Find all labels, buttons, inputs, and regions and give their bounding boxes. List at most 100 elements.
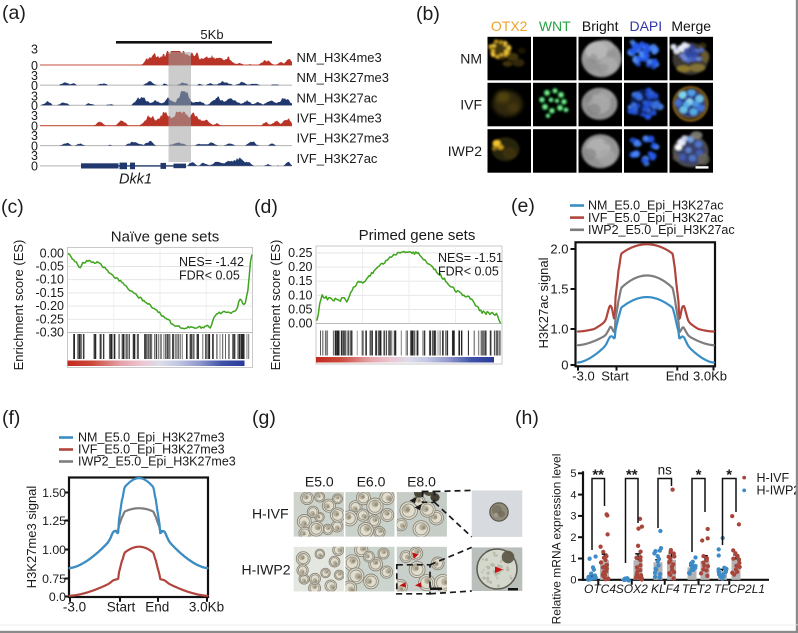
svg-text:-0.05: -0.05 xyxy=(36,260,65,274)
svg-text:-0.30: -0.30 xyxy=(36,326,65,340)
svg-text:SOX2: SOX2 xyxy=(616,582,648,596)
svg-text:**: ** xyxy=(626,467,638,484)
svg-text:NM_E5.0_Epi_H3K27ac: NM_E5.0_Epi_H3K27ac xyxy=(588,199,724,213)
svg-text:End: End xyxy=(666,369,689,384)
svg-text:0.10: 0.10 xyxy=(288,288,312,302)
svg-text:Start: Start xyxy=(107,600,136,615)
svg-text:NES= -1.51: NES= -1.51 xyxy=(438,251,503,265)
svg-text:0: 0 xyxy=(570,575,576,587)
svg-text:0: 0 xyxy=(31,59,38,73)
svg-text:0.15: 0.15 xyxy=(288,274,312,288)
svg-text:Start: Start xyxy=(601,369,629,384)
svg-text:NM_H3K4me3: NM_H3K4me3 xyxy=(297,50,382,65)
svg-text:3: 3 xyxy=(31,129,38,143)
svg-text:TFCP2L1: TFCP2L1 xyxy=(714,582,765,596)
svg-text:-3.0: -3.0 xyxy=(63,600,86,615)
svg-text:1.0: 1.0 xyxy=(550,322,568,337)
svg-text:H-IWP2: H-IWP2 xyxy=(242,562,291,578)
svg-text:*: * xyxy=(726,467,732,484)
svg-text:(d): (d) xyxy=(254,196,278,218)
svg-text:ns: ns xyxy=(658,463,673,478)
svg-text:(a): (a) xyxy=(2,2,26,24)
svg-text:-0.15: -0.15 xyxy=(36,286,65,300)
svg-text:End: End xyxy=(145,600,169,615)
svg-text:(b): (b) xyxy=(416,3,440,25)
svg-text:Merge: Merge xyxy=(671,18,711,34)
svg-text:1.5: 1.5 xyxy=(550,282,568,297)
svg-text:IVF_H3K27ac: IVF_H3K27ac xyxy=(297,151,378,166)
svg-text:4: 4 xyxy=(570,489,576,501)
svg-text:WNT: WNT xyxy=(539,18,571,34)
svg-text:3: 3 xyxy=(31,69,38,83)
svg-text:1: 1 xyxy=(570,553,576,565)
svg-text:(e): (e) xyxy=(511,195,535,217)
svg-text:Relative mRNA expression level: Relative mRNA expression level xyxy=(550,454,564,625)
svg-text:3.0Kb: 3.0Kb xyxy=(189,600,224,615)
svg-text:IVF_E5.0_Epi_H3K27ac: IVF_E5.0_Epi_H3K27ac xyxy=(588,211,724,225)
svg-text:FDR< 0.05: FDR< 0.05 xyxy=(438,265,499,279)
svg-text:(h): (h) xyxy=(515,407,539,429)
svg-text:0.05: 0.05 xyxy=(288,302,312,316)
svg-text:E5.0: E5.0 xyxy=(305,474,334,490)
svg-text:FDR< 0.05: FDR< 0.05 xyxy=(179,269,240,283)
svg-text:3: 3 xyxy=(31,42,38,56)
svg-text:Primed gene sets: Primed gene sets xyxy=(359,227,476,244)
svg-text:2.0: 2.0 xyxy=(550,242,568,257)
svg-text:IWP2: IWP2 xyxy=(448,143,482,159)
svg-text:1.25: 1.25 xyxy=(42,514,66,528)
svg-text:0: 0 xyxy=(561,358,568,373)
svg-text:5Kb: 5Kb xyxy=(200,27,223,42)
svg-text:TET2: TET2 xyxy=(682,582,712,596)
svg-text:0: 0 xyxy=(31,160,38,174)
svg-text:5: 5 xyxy=(570,468,576,480)
svg-text:0: 0 xyxy=(31,139,38,153)
svg-text:Enrichment score (ES): Enrichment score (ES) xyxy=(11,240,26,371)
svg-text:-0.25: -0.25 xyxy=(36,312,65,326)
svg-text:1.00: 1.00 xyxy=(42,543,66,557)
svg-text:-3.0: -3.0 xyxy=(572,369,594,384)
svg-text:IVF_E5.0_Epi_H3K27me3: IVF_E5.0_Epi_H3K27me3 xyxy=(78,443,225,457)
svg-text:NM: NM xyxy=(460,51,482,67)
svg-text:H3K27ac signal: H3K27ac signal xyxy=(536,257,551,348)
svg-text:NM_H3K27ac: NM_H3K27ac xyxy=(297,90,378,105)
svg-text:0.75: 0.75 xyxy=(42,572,66,586)
svg-text:Bright: Bright xyxy=(582,18,619,34)
svg-text:H-IVF: H-IVF xyxy=(252,506,289,522)
svg-text:IVF: IVF xyxy=(460,97,482,113)
svg-text:Dkk1: Dkk1 xyxy=(119,172,152,188)
svg-text:IVF_H3K27me3: IVF_H3K27me3 xyxy=(297,131,390,146)
svg-text:H-IVF: H-IVF xyxy=(757,471,790,485)
svg-text:IWP2_E5.0_Epi_H3K27me3: IWP2_E5.0_Epi_H3K27me3 xyxy=(78,455,236,469)
svg-text:3: 3 xyxy=(570,511,576,523)
svg-text:3: 3 xyxy=(31,109,38,123)
svg-text:OTX2: OTX2 xyxy=(491,18,528,34)
svg-text:NM_H3K27me3: NM_H3K27me3 xyxy=(297,70,390,85)
svg-text:0.0: 0.0 xyxy=(49,590,66,604)
svg-text:2: 2 xyxy=(570,532,576,544)
svg-text:-0.20: -0.20 xyxy=(36,299,65,313)
svg-text:0: 0 xyxy=(31,79,38,93)
svg-text:NES= -1.42: NES= -1.42 xyxy=(179,255,244,269)
svg-text:(g): (g) xyxy=(252,407,276,429)
svg-text:IVF_H3K4me3: IVF_H3K4me3 xyxy=(297,111,382,126)
svg-text:3: 3 xyxy=(31,89,38,103)
svg-text:*: * xyxy=(696,467,702,484)
svg-text:1.50: 1.50 xyxy=(42,486,66,500)
svg-text:E8.0: E8.0 xyxy=(407,474,436,490)
svg-text:0: 0 xyxy=(31,120,38,134)
svg-text:3: 3 xyxy=(31,149,38,163)
svg-text:OTC4: OTC4 xyxy=(584,582,616,596)
svg-text:H3K27me3 signal: H3K27me3 signal xyxy=(24,486,39,589)
svg-text:0.25: 0.25 xyxy=(288,246,312,260)
svg-text:0: 0 xyxy=(31,99,38,113)
svg-text:Naïve gene sets: Naïve gene sets xyxy=(111,229,219,246)
svg-text:E6.0: E6.0 xyxy=(357,474,386,490)
svg-text:0.00: 0.00 xyxy=(40,246,64,260)
svg-text:NM_E5.0_Epi_H3K27me3: NM_E5.0_Epi_H3K27me3 xyxy=(78,431,225,445)
svg-text:IWP2_E5.0_Epi_H3K27ac: IWP2_E5.0_Epi_H3K27ac xyxy=(588,223,735,237)
svg-text:0.20: 0.20 xyxy=(288,260,312,274)
svg-text:3.0Kb: 3.0Kb xyxy=(693,369,727,384)
svg-text:KLF4: KLF4 xyxy=(651,582,680,596)
svg-text:(f): (f) xyxy=(2,407,20,429)
svg-text:DAPI: DAPI xyxy=(629,18,662,34)
